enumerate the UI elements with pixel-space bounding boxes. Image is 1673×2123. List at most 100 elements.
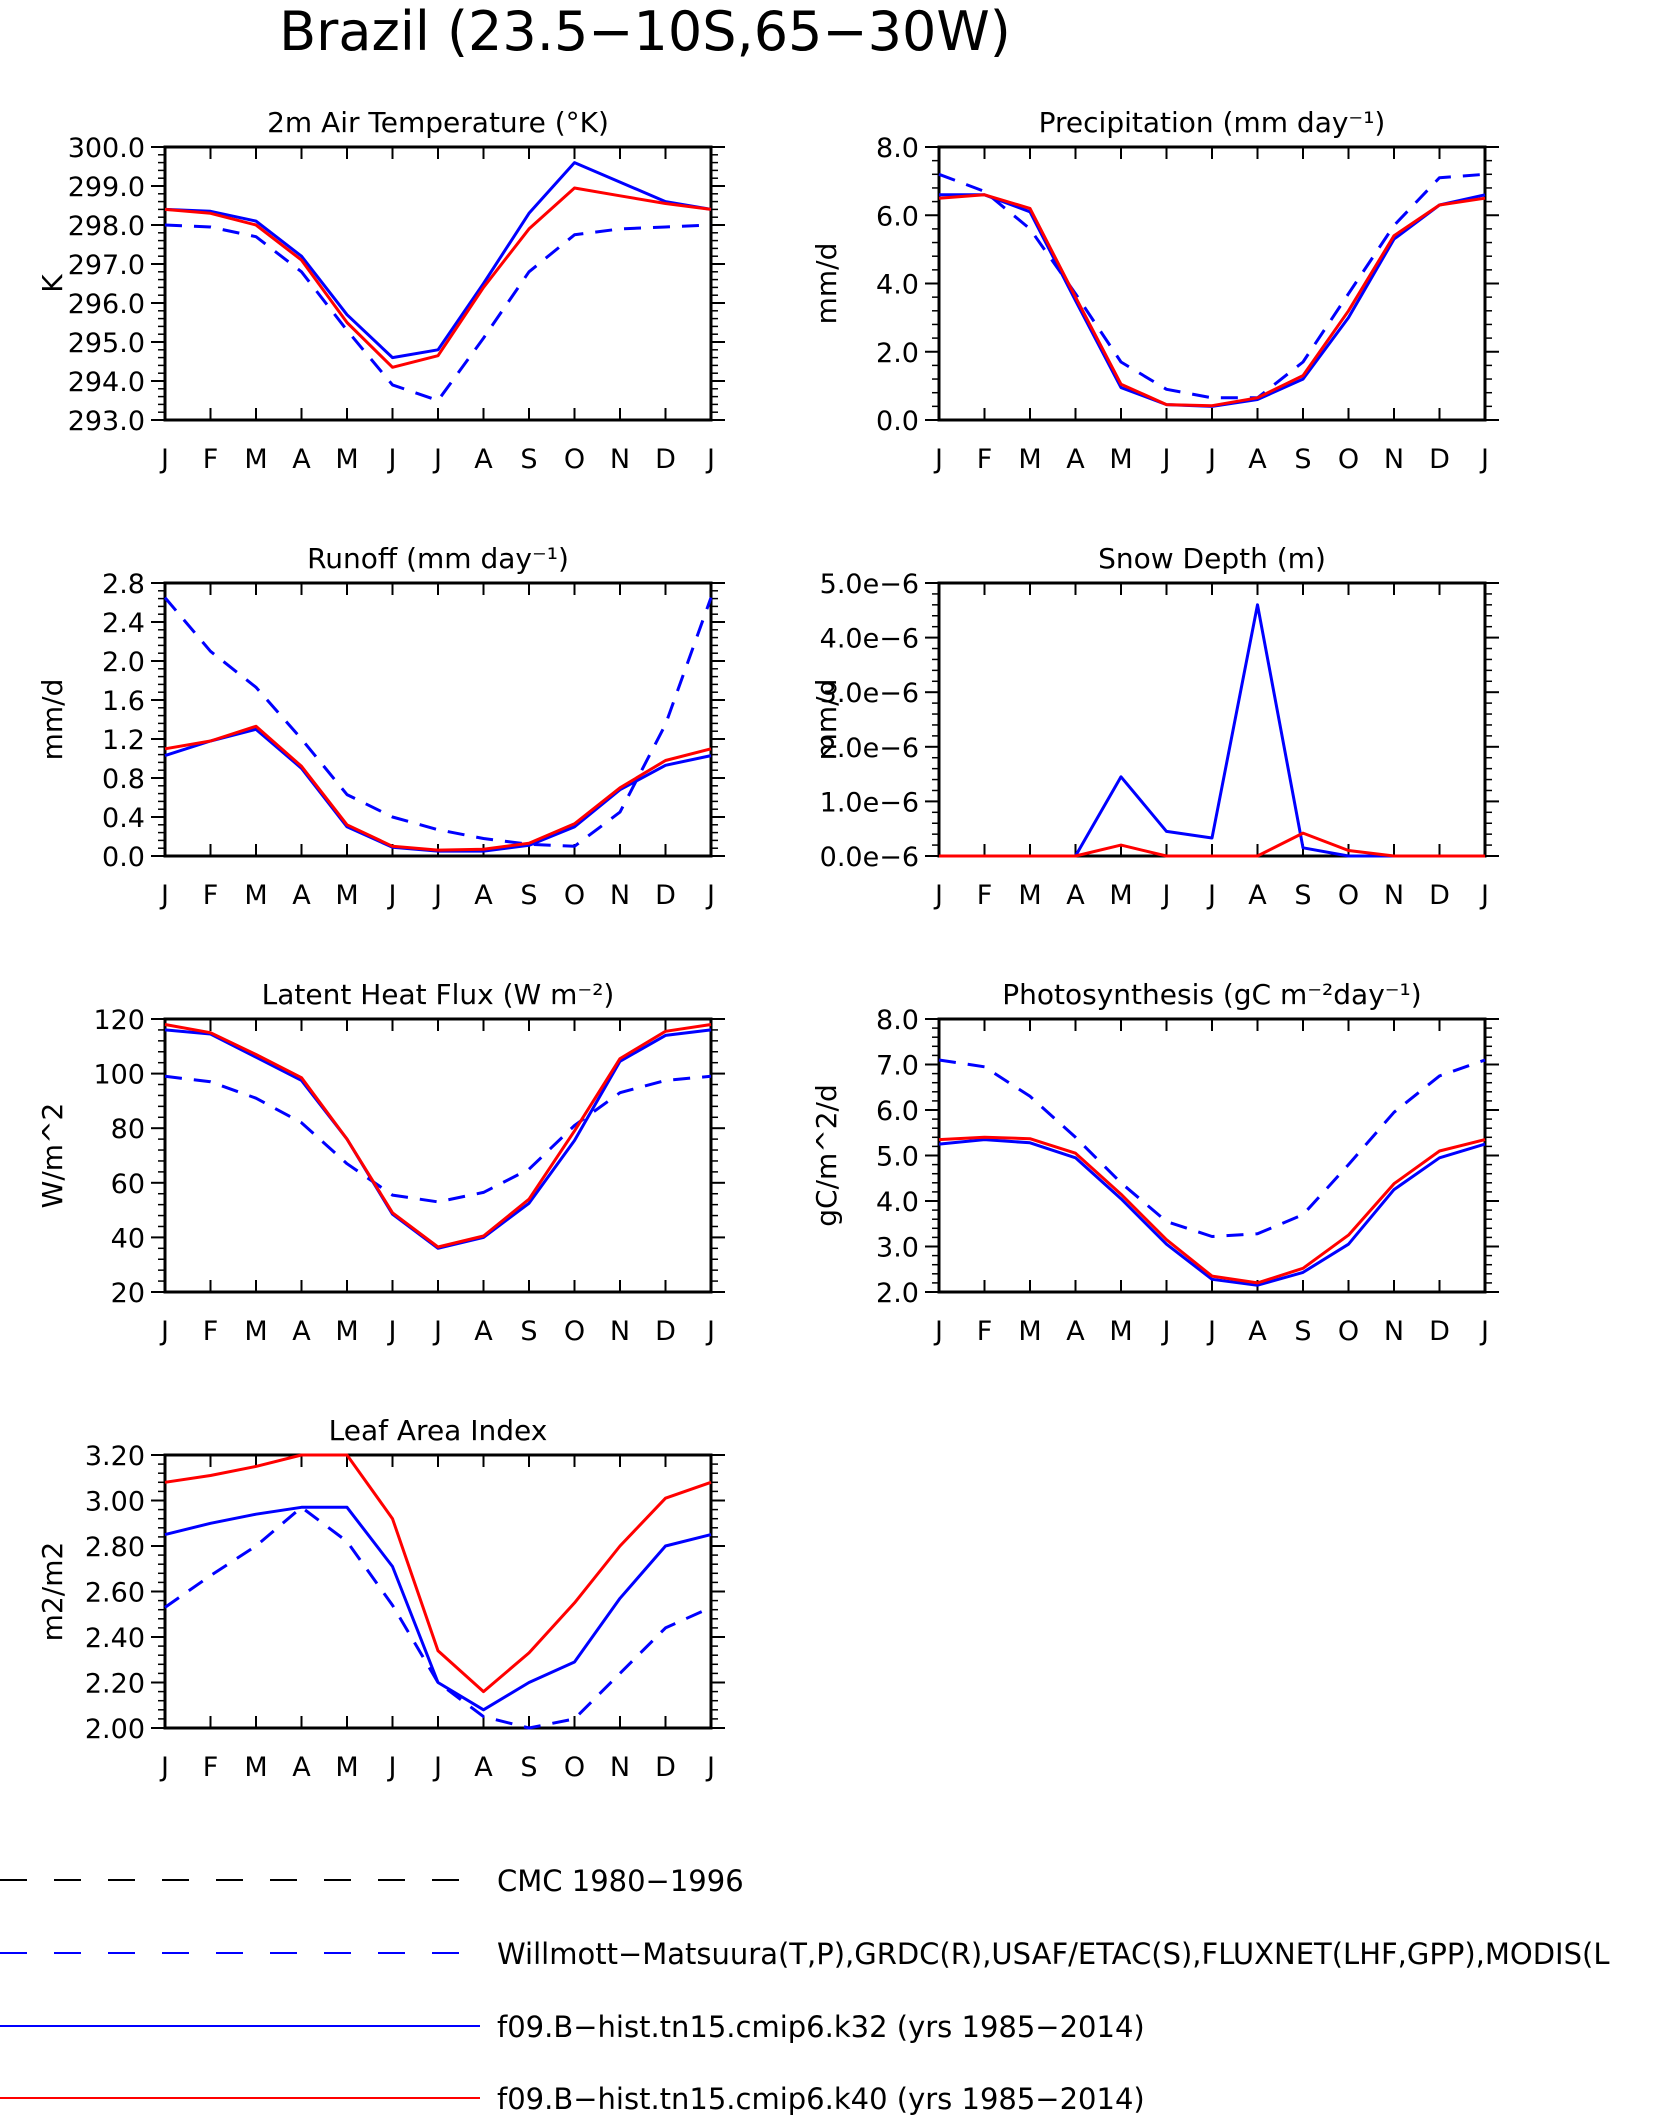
x-tick-label: J	[705, 1752, 715, 1783]
x-tick-label: J	[933, 444, 943, 475]
y-tick-label: 295.0	[68, 328, 145, 359]
x-tick-label: N	[1384, 444, 1404, 475]
x-tick-label: M	[1018, 880, 1041, 911]
x-tick-label: J	[1206, 444, 1216, 475]
series-line-k32	[164, 727, 712, 853]
x-tick-label: O	[564, 1316, 585, 1347]
y-tick-label: 6.0	[876, 201, 919, 232]
series-line-k40	[164, 186, 712, 369]
x-tick-label: J	[705, 880, 715, 911]
y-tick-label: 6.0	[876, 1096, 919, 1127]
y-tick-label: 2.0	[102, 647, 145, 678]
y-tick-label: 2.4	[102, 608, 145, 639]
y-tick-label: 4.0	[876, 270, 919, 301]
x-tick-label: J	[159, 444, 169, 475]
series-line-k32	[939, 193, 1486, 408]
x-tick-label: O	[1338, 444, 1359, 475]
y-tick-label: 8.0	[876, 1005, 919, 1036]
y-tick-label: 2.8	[102, 569, 145, 600]
x-tick-label: M	[244, 1752, 267, 1783]
legend-label: Willmott−Matsuura(T,P),GRDC(R),USAF/ETAC…	[497, 1937, 1610, 1971]
x-tick-label: M	[335, 880, 358, 911]
x-tick-label: J	[1206, 1316, 1216, 1347]
x-tick-label: A	[1248, 1316, 1267, 1347]
y-tick-label: 8.0	[876, 133, 919, 164]
x-tick-label: F	[977, 880, 993, 911]
x-tick-label: A	[1248, 880, 1267, 911]
y-tick-label: 2.00	[85, 1714, 145, 1745]
x-tick-label: F	[203, 444, 219, 475]
y-tick-label: 293.0	[68, 406, 145, 437]
x-tick-label: J	[387, 1316, 397, 1347]
x-tick-label: N	[610, 1316, 630, 1347]
x-tick-label: J	[387, 880, 397, 911]
figure-title: Brazil (23.5−10S,65−30W)	[279, 0, 1011, 63]
x-tick-label: O	[1338, 880, 1359, 911]
x-tick-label: D	[655, 1316, 676, 1347]
x-tick-label: J	[705, 444, 715, 475]
series-line-k32	[939, 603, 1485, 858]
series-line-k40	[938, 193, 1486, 408]
x-tick-label: J	[1206, 880, 1216, 911]
y-tick-label: 2.0	[876, 338, 919, 369]
y-tick-label: 2.0	[876, 1278, 919, 1309]
series-line-k32	[164, 161, 712, 360]
y-tick-label: 2.0e−6	[820, 733, 919, 764]
x-tick-label: A	[1248, 444, 1267, 475]
x-tick-label: D	[655, 880, 676, 911]
y-tick-label: 300.0	[68, 133, 145, 164]
x-tick-label: M	[244, 880, 267, 911]
x-tick-label: J	[1479, 880, 1489, 911]
y-tick-label: 297.0	[68, 250, 145, 281]
y-tick-label: 0.4	[102, 803, 145, 834]
legend-label: CMC 1980−1996	[497, 1864, 744, 1898]
x-tick-label: M	[244, 444, 267, 475]
x-tick-label: M	[1109, 444, 1132, 475]
series-line-obs	[938, 1058, 1486, 1238]
y-tick-label: 5.0	[876, 1142, 919, 1173]
plot-frame	[163, 145, 713, 422]
legend-label: f09.B−hist.tn15.cmip6.k40 (yrs 1985−2014…	[497, 2082, 1145, 2116]
y-axis-label: m2/m2	[36, 1542, 69, 1642]
plot-frame	[937, 1017, 1487, 1294]
chart-panel-2: Precipitation (mm day⁻¹)J F M A M J J A S O N D J0.0…	[810, 106, 1499, 475]
x-tick-label: J	[387, 444, 397, 475]
x-tick-label: M	[244, 1316, 267, 1347]
x-tick-label: J	[933, 880, 943, 911]
plot-frame	[937, 581, 1487, 858]
y-tick-label: 80	[111, 1114, 145, 1145]
panel-title: Runoff (mm day⁻¹)	[307, 542, 569, 575]
x-tick-label: M	[335, 1752, 358, 1783]
x-tick-label: O	[564, 1752, 585, 1783]
x-tick-label: S	[520, 880, 537, 911]
series-line-k40	[164, 1023, 712, 1249]
x-tick-label: A	[1066, 1316, 1085, 1347]
legend: CMC 1980−1996 Willmott−Matsuura(T,P),GRDC…	[0, 1864, 1610, 2116]
x-tick-label: A	[474, 880, 493, 911]
x-tick-label: S	[520, 1752, 537, 1783]
x-tick-label: F	[203, 1316, 219, 1347]
y-tick-label: 120	[93, 1005, 145, 1036]
x-tick-label: S	[520, 444, 537, 475]
y-tick-label: 60	[111, 1169, 145, 1200]
x-tick-label: S	[1294, 444, 1311, 475]
y-tick-label: 3.00	[85, 1487, 145, 1518]
x-tick-label: M	[1109, 880, 1132, 911]
y-tick-label: 100	[93, 1060, 145, 1091]
y-tick-label: 0.0e−6	[820, 842, 919, 873]
x-tick-label: D	[655, 1752, 676, 1783]
chart-panel-6: Photosynthesis (gC m⁻²day⁻¹)J F M A M J J A S O N D…	[810, 978, 1499, 1347]
chart-panel-1: 2m Air Temperature (°K)J F M A M J J A S O N D J293.…	[36, 106, 725, 475]
panel-title: 2m Air Temperature (°K)	[267, 106, 609, 139]
y-tick-label: 5.0e−6	[820, 569, 919, 600]
x-tick-label: O	[564, 880, 585, 911]
y-axis-label: W/m^2	[36, 1103, 69, 1209]
x-tick-label: N	[610, 880, 630, 911]
x-tick-label: J	[1479, 444, 1489, 475]
series-line-k32	[164, 1505, 712, 1712]
series-line-k40	[164, 1453, 712, 1694]
panel-title: Precipitation (mm day⁻¹)	[1039, 106, 1386, 139]
plot-frame	[163, 581, 713, 858]
y-tick-label: 2.20	[85, 1669, 145, 1700]
